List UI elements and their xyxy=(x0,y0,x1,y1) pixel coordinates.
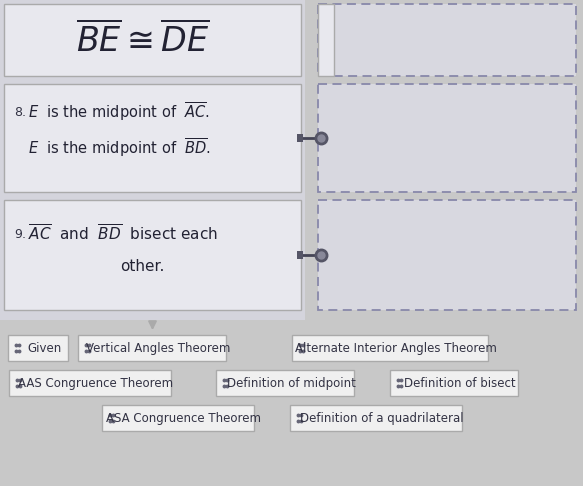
Bar xyxy=(297,134,303,142)
Bar xyxy=(290,405,462,431)
Text: $\overline{AC}$  and  $\overline{BD}$  bisect each: $\overline{AC}$ and $\overline{BD}$ bise… xyxy=(28,224,218,244)
Text: AAS Congruence Theorem: AAS Congruence Theorem xyxy=(19,377,174,389)
Text: Alternate Interior Angles Theorem: Alternate Interior Angles Theorem xyxy=(295,342,497,354)
Text: Vertical Angles Theorem: Vertical Angles Theorem xyxy=(86,342,230,354)
Bar xyxy=(0,0,305,320)
Bar xyxy=(318,84,576,192)
Bar xyxy=(216,370,354,396)
Bar xyxy=(78,335,226,361)
Text: Definition of bisect: Definition of bisect xyxy=(404,377,516,389)
Text: ASA Congruence Theorem: ASA Congruence Theorem xyxy=(107,412,262,424)
Bar xyxy=(8,335,68,361)
Text: $8.$: $8.$ xyxy=(14,105,27,119)
Bar xyxy=(297,251,303,259)
Bar xyxy=(318,200,576,310)
Bar xyxy=(4,84,301,192)
Text: $9.$: $9.$ xyxy=(14,227,27,241)
Bar xyxy=(102,405,254,431)
Text: $\mathit{E}$  is the midpoint of  $\overline{BD}.$: $\mathit{E}$ is the midpoint of $\overli… xyxy=(28,137,211,159)
Bar xyxy=(9,370,171,396)
Text: $\mathit{E}$  is the midpoint of  $\overline{AC}.$: $\mathit{E}$ is the midpoint of $\overli… xyxy=(28,101,210,123)
Text: $\overline{BE} \cong \overline{DE}$: $\overline{BE} \cong \overline{DE}$ xyxy=(76,21,209,58)
Text: Definition of a quadrilateral: Definition of a quadrilateral xyxy=(300,412,464,424)
Bar xyxy=(390,370,518,396)
Text: other.: other. xyxy=(120,259,164,274)
Bar xyxy=(292,335,488,361)
Text: Given: Given xyxy=(27,342,61,354)
Bar xyxy=(318,4,334,76)
Bar xyxy=(318,4,576,76)
Text: Definition of midpoint: Definition of midpoint xyxy=(227,377,356,389)
Bar xyxy=(4,200,301,310)
Bar xyxy=(4,4,301,76)
